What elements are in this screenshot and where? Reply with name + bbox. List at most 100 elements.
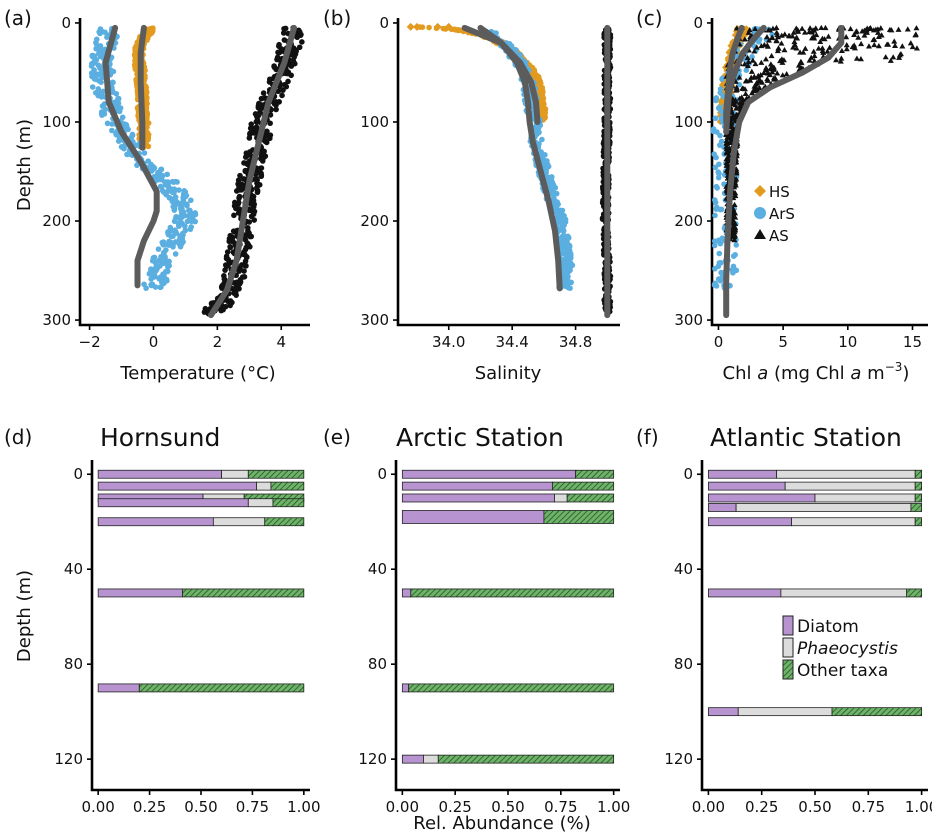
- data-point: [128, 134, 135, 141]
- data-point: [157, 183, 164, 190]
- data-point: [100, 88, 107, 95]
- data-point: [741, 86, 748, 92]
- bar-segment-diatom: [401, 469, 577, 479]
- data-point: [261, 148, 267, 155]
- data-point: [732, 251, 738, 258]
- data-point: [715, 174, 722, 181]
- data-point: [769, 31, 775, 38]
- ytick-label: 0: [73, 465, 83, 483]
- xtick-label: 0: [149, 333, 159, 351]
- data-point: [718, 259, 724, 266]
- data-point: [141, 150, 148, 156]
- legend-marker-as: [754, 229, 766, 239]
- bar-depth-10: [707, 493, 923, 503]
- legend-marker-hs: [754, 185, 766, 197]
- data-point: [91, 58, 98, 65]
- data-point: [255, 112, 262, 119]
- bar-segment-other: [914, 481, 923, 491]
- data-point: [769, 34, 776, 40]
- data-point: [794, 35, 801, 41]
- data-point: [716, 170, 722, 177]
- data-point: [553, 190, 560, 197]
- data-point: [95, 92, 102, 99]
- data-point: [756, 84, 763, 91]
- bar-segment-diatom: [97, 481, 257, 491]
- data-point: [801, 29, 808, 35]
- bar-segment-other: [437, 754, 615, 764]
- ytick-label: 80: [674, 655, 693, 673]
- bar-segment-phaeocystis: [737, 707, 833, 717]
- data-point: [562, 216, 569, 223]
- bar-segment-phaeocystis: [791, 517, 916, 527]
- data-point: [565, 233, 571, 240]
- data-point: [245, 241, 252, 248]
- bar-segment-other: [408, 683, 615, 693]
- bar-segment-other: [551, 481, 615, 491]
- data-point: [134, 162, 140, 169]
- ytick-label: 300: [674, 311, 703, 329]
- mean-line-ars: [477, 24, 563, 292]
- bar-segment-diatom: [707, 481, 786, 491]
- ytick-label: 80: [368, 655, 387, 673]
- data-point: [773, 29, 780, 35]
- data-point: [167, 224, 174, 231]
- bar-depth-90: [97, 683, 305, 693]
- panel-label-e: (e): [323, 425, 351, 449]
- bar-segment-other: [272, 498, 305, 508]
- data-point: [152, 284, 159, 290]
- data-point: [538, 149, 544, 155]
- data-point: [728, 131, 735, 137]
- data-point: [732, 227, 739, 233]
- data-point: [822, 24, 829, 31]
- data-point: [772, 75, 779, 81]
- data-point: [126, 151, 133, 157]
- bar-segment-diatom: [401, 481, 553, 491]
- data-point: [820, 49, 827, 55]
- panel-f-atlantic-station: 0 40 80 120 0.00 0.25 0.50 0.75 1.00: [664, 460, 932, 816]
- bar-depth-90: [401, 683, 615, 693]
- legend-swatch-phaeocystis: [782, 637, 794, 658]
- data-point: [188, 197, 194, 204]
- panel-d-hornsund: 0 40 80 120 0.00 0.25 0.50 0.75 1.00: [54, 460, 321, 816]
- data-point: [800, 49, 807, 55]
- bar-segment-phaeocystis: [256, 481, 272, 491]
- data-point: [433, 22, 442, 31]
- bar-depth-20: [97, 517, 305, 527]
- bar-depth-50: [97, 588, 305, 598]
- data-point: [267, 135, 273, 142]
- data-point: [93, 36, 100, 43]
- data-point: [713, 183, 720, 190]
- data-point: [170, 233, 176, 239]
- data-point: [290, 45, 297, 51]
- data-point: [766, 27, 773, 33]
- series-ars: [483, 28, 576, 291]
- data-point: [724, 167, 731, 173]
- data-point: [225, 256, 232, 263]
- data-point: [748, 68, 755, 74]
- data-point: [899, 43, 906, 49]
- bar-segment-diatom: [97, 683, 140, 693]
- data-point: [859, 28, 866, 34]
- data-point: [751, 83, 758, 89]
- data-point: [539, 100, 545, 106]
- data-point: [559, 223, 566, 229]
- data-point: [558, 208, 565, 215]
- data-point: [871, 41, 878, 48]
- data-point: [713, 206, 720, 212]
- bar-segment-diatom: [707, 517, 792, 527]
- data-point: [870, 27, 877, 33]
- bar-segment-other: [270, 481, 305, 491]
- ytick-label: 300: [42, 311, 71, 329]
- data-point: [160, 239, 167, 245]
- ylabel-bottom: Depth (m): [14, 570, 35, 662]
- ytick-label: 80: [64, 655, 83, 673]
- data-point: [767, 64, 774, 71]
- xtick-label: 0.50: [798, 798, 831, 816]
- xlabel-temperature: Temperature (°C): [119, 363, 275, 384]
- data-point: [184, 202, 190, 209]
- data-point: [109, 121, 115, 127]
- data-point: [89, 84, 96, 90]
- data-point: [534, 125, 541, 132]
- axis-lines-c: [710, 18, 928, 327]
- data-point: [148, 281, 154, 288]
